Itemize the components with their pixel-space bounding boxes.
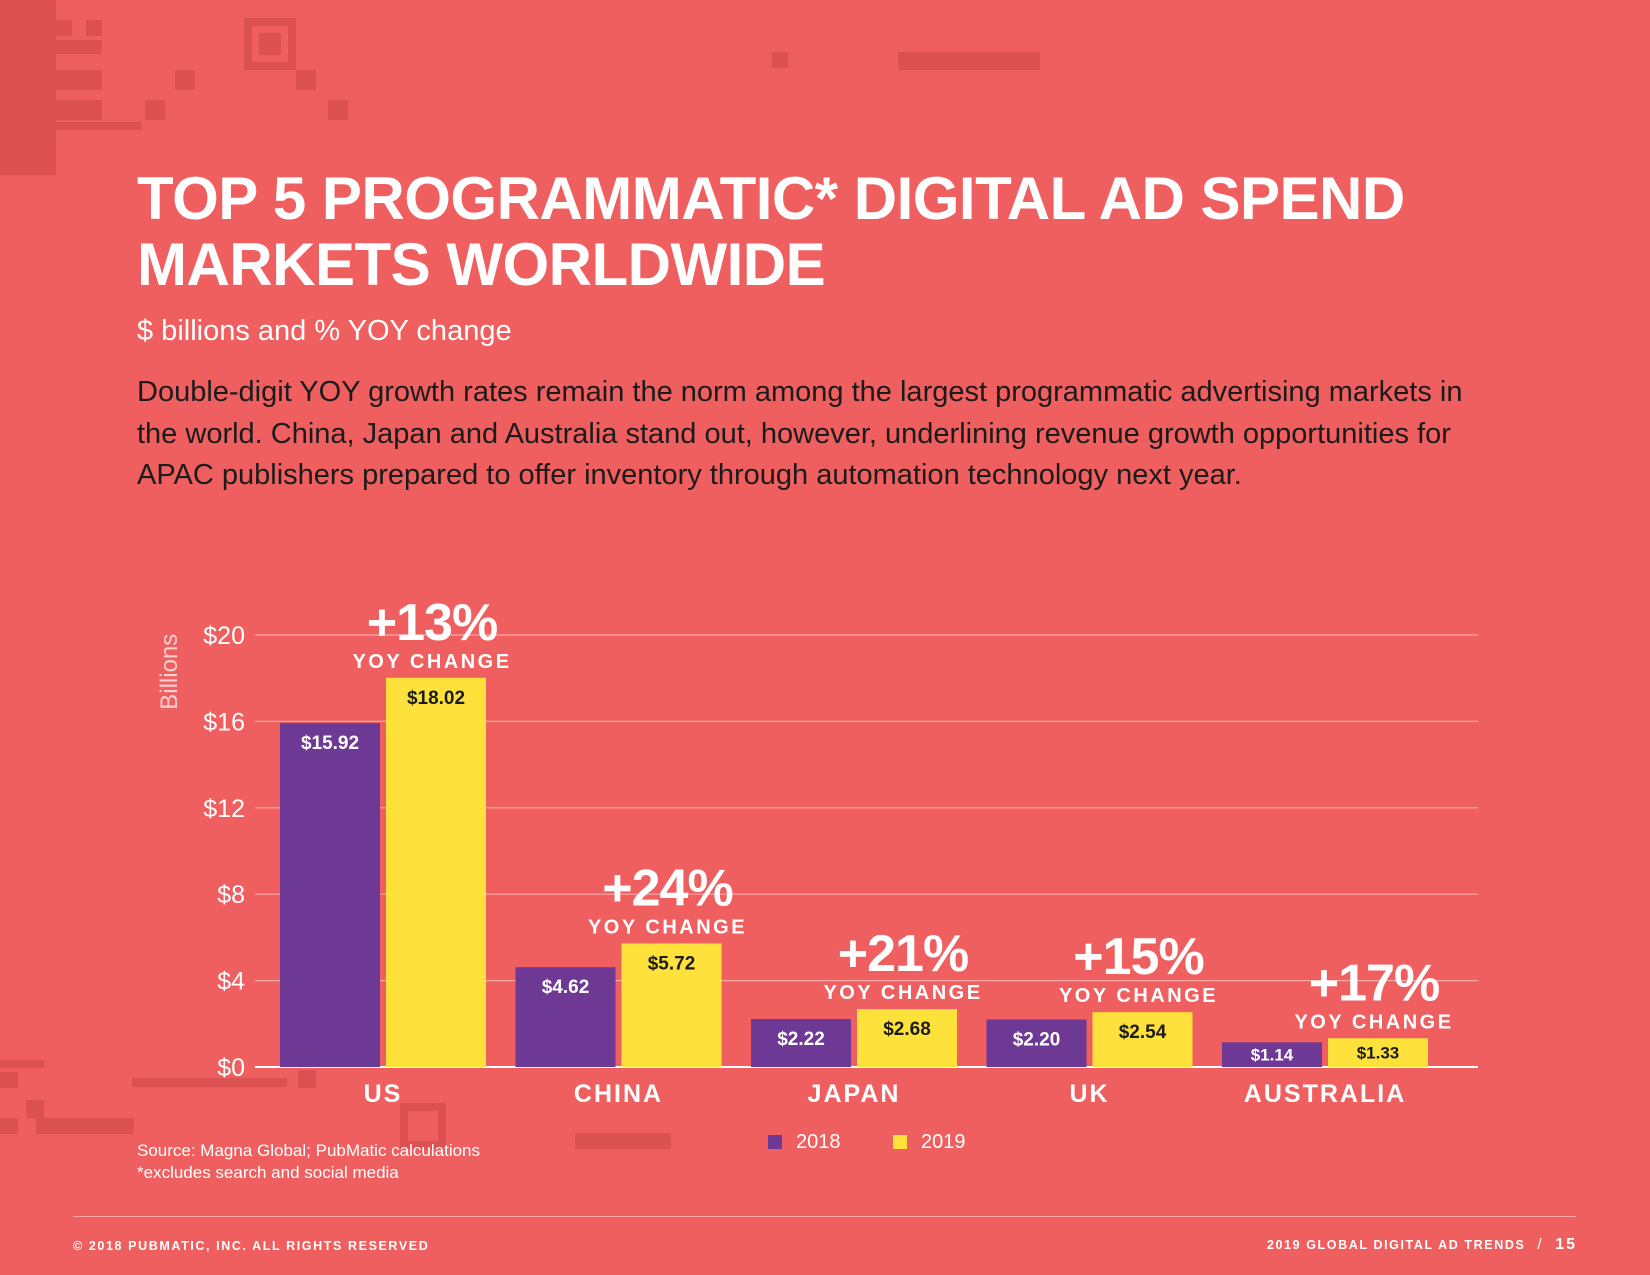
- data-label: $1.14: [1251, 1046, 1294, 1065]
- x-tick-label: UK: [1069, 1080, 1109, 1108]
- legend-item-2018: 2018: [768, 1131, 841, 1154]
- bar-2019-uk: [1092, 1012, 1193, 1067]
- y-tick-label: $4: [217, 968, 245, 996]
- yoy-change-value: +17%: [1309, 954, 1439, 1012]
- data-label: $15.92: [301, 733, 359, 754]
- decoration: [56, 70, 102, 90]
- description-paragraph: Double-digit YOY growth rates remain the…: [137, 376, 1463, 491]
- yoy-change-label: YOY CHANGE: [1059, 985, 1218, 1007]
- decoration: [132, 1078, 287, 1087]
- footer-divider: [73, 1216, 1576, 1217]
- yoy-change-value: +15%: [1073, 928, 1203, 986]
- yoy-change-label: YOY CHANGE: [823, 982, 982, 1004]
- decoration: [56, 40, 102, 54]
- bar-chart: $0 $4 $8 $12 $16 $20 Billions $15.92 $18.02 US YOY…: [156, 594, 1478, 1108]
- decoration: [259, 33, 281, 55]
- footer-separator: /: [1537, 1236, 1544, 1253]
- bar-2019-australia: [1328, 1038, 1428, 1067]
- decoration: [56, 100, 102, 120]
- page-number: 15: [1555, 1236, 1577, 1253]
- decoration: [145, 100, 165, 120]
- bar-2019-china: [621, 943, 722, 1067]
- data-label: $18.02: [407, 688, 465, 709]
- footnote-text: *excludes search and social media: [137, 1163, 399, 1182]
- decoration: [0, 1072, 18, 1088]
- data-label: $2.20: [1013, 1029, 1061, 1050]
- decoration: [56, 122, 142, 130]
- x-tick-label: JAPAN: [808, 1080, 901, 1108]
- source-note: Source: Magna Global; PubMatic calculati…: [137, 1140, 480, 1184]
- yoy-change-label: YOY CHANGE: [588, 916, 747, 938]
- decoration: [328, 100, 348, 120]
- yoy-change-value: +21%: [838, 925, 968, 983]
- decoration: [26, 1100, 44, 1118]
- bar-2018-us: [280, 723, 380, 1067]
- y-tick-label: $12: [203, 795, 245, 823]
- chart-subtitle: $ billions and % YOY change: [137, 315, 512, 347]
- bar-2018-china: [515, 967, 616, 1067]
- bar-2018-uk: [986, 1019, 1087, 1067]
- decoration: [0, 1118, 18, 1134]
- yoy-change-label: YOY CHANGE: [1294, 1011, 1453, 1033]
- source-text: Source: Magna Global; PubMatic calculati…: [137, 1141, 481, 1160]
- legend-swatch-2019: [893, 1135, 907, 1149]
- decoration: [298, 1070, 316, 1088]
- data-label: $2.54: [1119, 1022, 1167, 1043]
- report-name: 2019 GLOBAL DIGITAL AD TRENDS: [1266, 1238, 1526, 1252]
- y-tick-label: $16: [203, 708, 245, 736]
- x-tick-label: US: [364, 1080, 403, 1108]
- legend-swatch-2018: [768, 1135, 782, 1149]
- legend-label-2019: 2019: [921, 1131, 966, 1153]
- yoy-change-value: +13%: [367, 594, 497, 652]
- copyright: © 2018 PUBMATIC, INC. ALL RIGHTS RESERVE…: [73, 1239, 430, 1253]
- bar-2018-australia: [1222, 1042, 1322, 1067]
- footer-right: 2019 GLOBAL DIGITAL AD TRENDS / 15: [1267, 1236, 1577, 1254]
- decoration: [36, 1118, 134, 1134]
- y-tick-label: $20: [203, 622, 245, 650]
- legend-item-2019: 2019: [893, 1131, 966, 1154]
- decoration: [244, 18, 296, 70]
- data-label: $2.68: [883, 1019, 931, 1040]
- data-label: $1.33: [1357, 1044, 1400, 1063]
- bar-2019-us: [386, 677, 486, 1067]
- x-tick-label: CHINA: [574, 1080, 663, 1108]
- yoy-change-label: YOY CHANGE: [352, 651, 511, 673]
- decoration: [175, 70, 195, 90]
- decoration: [400, 1103, 446, 1149]
- x-tick-label: AUSTRALIA: [1244, 1080, 1406, 1108]
- decoration: [0, 0, 56, 175]
- decoration: [56, 20, 72, 36]
- yoy-change-value: +24%: [602, 859, 732, 917]
- decoration: [898, 52, 1040, 70]
- decoration: [575, 1133, 671, 1149]
- bar-2018-japan: [751, 1019, 851, 1067]
- data-label: $4.62: [542, 977, 590, 998]
- decoration: [0, 1060, 44, 1068]
- y-tick-label: $8: [217, 881, 245, 909]
- bar-2019-japan: [857, 1009, 957, 1067]
- data-label: $2.22: [777, 1029, 825, 1050]
- legend-label-2018: 2018: [796, 1131, 841, 1153]
- data-label: $5.72: [648, 953, 696, 974]
- decoration: [86, 20, 102, 36]
- decoration: [772, 52, 788, 68]
- page-title: TOP 5 PROGRAMMATIC* DIGITAL AD SPEND MAR…: [137, 165, 1405, 298]
- y-tick-label: $0: [217, 1054, 245, 1082]
- y-axis-title: Billions: [156, 634, 183, 710]
- decoration: [296, 70, 316, 90]
